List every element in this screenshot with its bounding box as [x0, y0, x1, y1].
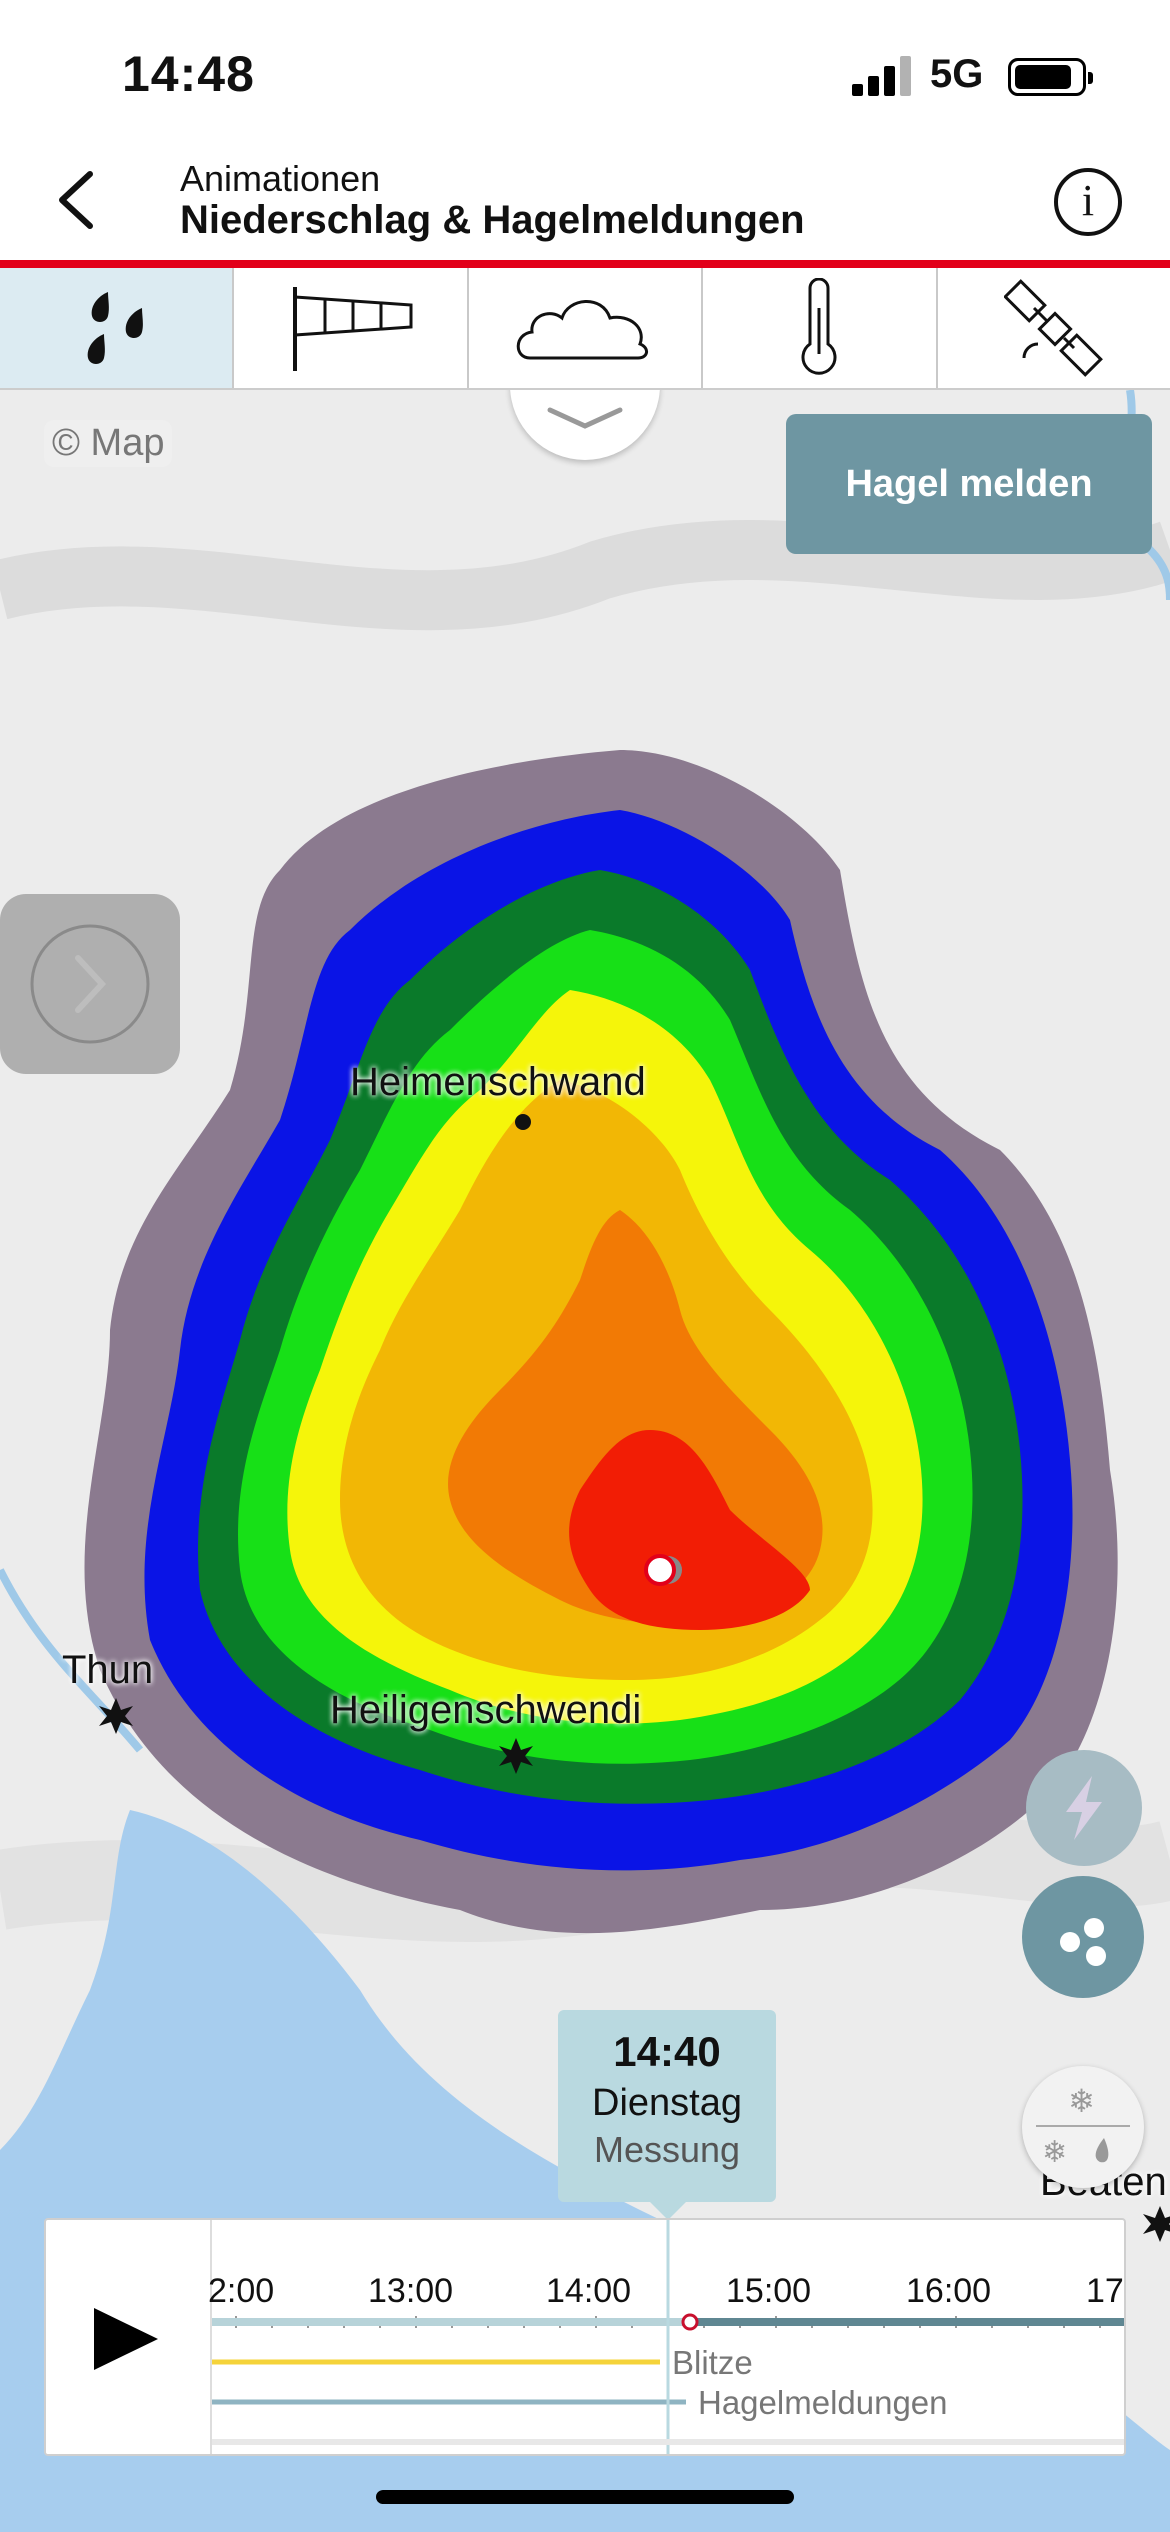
map-canvas [0, 390, 1170, 2532]
weather-map[interactable]: © Map Hagel melden Heimenschwand Thun He… [0, 390, 1170, 2532]
badge-time: 14:40 [613, 2028, 721, 2075]
thermometer-icon [801, 278, 837, 375]
status-time: 14:48 [122, 46, 255, 102]
header-accent-line [0, 260, 1170, 268]
tab-satellite[interactable] [938, 268, 1170, 388]
tab-precipitation[interactable] [0, 268, 235, 388]
tick-label: 17 [1086, 2272, 1124, 2310]
play-icon [94, 2308, 158, 2370]
lightning-toggle-button[interactable] [1026, 1750, 1142, 1866]
tick-label: 2:00 [208, 2272, 275, 2310]
badge-day: Dienstag [592, 2082, 742, 2124]
svg-text:❄: ❄ [1042, 2135, 1067, 2170]
play-button[interactable] [46, 2220, 212, 2454]
cloud-icon [516, 300, 649, 360]
tab-clouds[interactable] [469, 268, 704, 388]
chevron-down-icon [547, 407, 623, 429]
rain-drops-icon [87, 292, 144, 364]
badge-pointer [648, 2200, 688, 2220]
page-subtitle: Animationen [180, 158, 381, 199]
tick-label: 14:00 [546, 2272, 632, 2310]
collapse-tabs-button[interactable] [510, 390, 660, 460]
signal-icon [852, 56, 914, 96]
place-label-thun: Thun [62, 1648, 154, 1692]
legend-lightning: Blitze [672, 2344, 753, 2381]
windsock-icon [292, 287, 413, 371]
timeline-panel: 2:00 13:00 14:00 15:00 16:00 17 Blitze H… [44, 2218, 1126, 2456]
precip-type-toggle-button[interactable]: ❄ ❄ [1022, 2066, 1144, 2188]
battery-icon [1008, 58, 1093, 96]
lightning-icon [1066, 1776, 1102, 1840]
timeline-track[interactable] [46, 2220, 1126, 2456]
home-indicator[interactable] [376, 2490, 794, 2504]
app-header: Animationen Niederschlag & Hagelmeldunge… [0, 140, 1170, 260]
snow-rain-icon: ❄ ❄ [1036, 2082, 1130, 2170]
hail-reports-toggle-button[interactable] [1022, 1876, 1144, 1998]
badge-kind: Messung [593, 2129, 741, 2170]
chevron-right-icon [30, 924, 150, 1044]
layer-tabs [0, 268, 1170, 390]
legend-hail-reports: Hagelmeldungen [698, 2384, 948, 2421]
tab-wind[interactable] [234, 268, 469, 388]
tick-label: 16:00 [906, 2272, 992, 2310]
status-bar: 14:48 5G [0, 0, 1170, 140]
report-hail-button[interactable]: Hagel melden [786, 414, 1152, 554]
place-label-heimenschwand: Heimenschwand [350, 1060, 646, 1104]
side-panel-toggle[interactable] [0, 894, 180, 1074]
svg-text:❄: ❄ [1068, 2082, 1095, 2120]
info-icon[interactable]: i [1054, 168, 1122, 236]
satellite-icon [1003, 279, 1103, 377]
tick-label: 13:00 [368, 2272, 454, 2310]
current-time-badge: 14:40 Dienstag Messung [558, 2010, 776, 2202]
tick-label: 15:00 [726, 2272, 812, 2310]
chevron-left-icon[interactable] [48, 168, 108, 232]
network-type: 5G [930, 52, 984, 96]
page-title: Niederschlag & Hagelmeldungen [180, 198, 805, 242]
tab-temperature[interactable] [703, 268, 938, 388]
info-symbol: i [1081, 176, 1095, 225]
hail-icon [1060, 1918, 1106, 1966]
map-copyright[interactable]: © Map [44, 420, 173, 467]
place-label-heiligenschwendi: Heiligenschwendi [330, 1688, 642, 1732]
